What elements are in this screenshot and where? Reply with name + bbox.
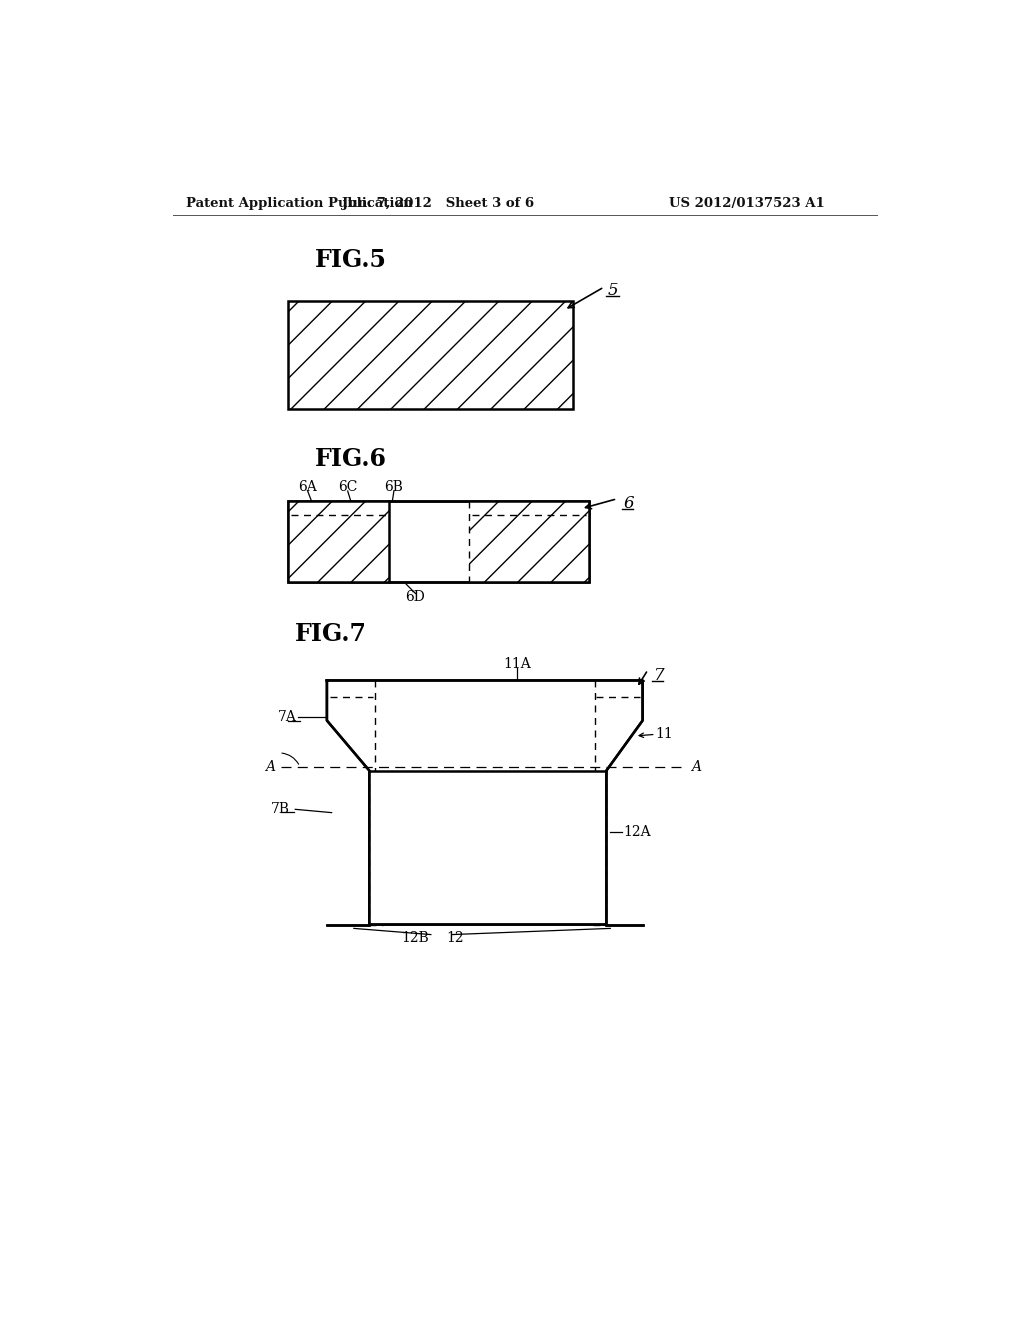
- Text: Patent Application Publication: Patent Application Publication: [186, 197, 413, 210]
- Bar: [289, 502, 589, 582]
- Text: FIG.7: FIG.7: [295, 622, 367, 647]
- Polygon shape: [327, 721, 375, 771]
- Text: 7B: 7B: [271, 803, 290, 816]
- Text: 12A: 12A: [624, 825, 651, 840]
- Text: FIG.5: FIG.5: [315, 248, 387, 272]
- Text: 5: 5: [608, 282, 618, 300]
- Text: 7: 7: [654, 668, 665, 684]
- Text: 11A: 11A: [503, 656, 531, 671]
- Text: 6: 6: [624, 495, 634, 512]
- Polygon shape: [595, 721, 643, 771]
- Bar: [469, 502, 589, 582]
- Text: A: A: [265, 760, 275, 774]
- Text: 11: 11: [655, 727, 674, 742]
- Text: 6B: 6B: [384, 480, 403, 494]
- Text: 6C: 6C: [338, 480, 357, 494]
- Text: A: A: [691, 760, 701, 774]
- Text: US 2012/0137523 A1: US 2012/0137523 A1: [669, 197, 824, 210]
- Polygon shape: [595, 681, 643, 721]
- Bar: [289, 502, 589, 582]
- Text: 12: 12: [446, 931, 464, 945]
- Text: 12B: 12B: [401, 931, 429, 945]
- Bar: [289, 301, 573, 409]
- Text: Jun. 7, 2012   Sheet 3 of 6: Jun. 7, 2012 Sheet 3 of 6: [342, 197, 535, 210]
- Polygon shape: [327, 681, 375, 721]
- Text: 7A: 7A: [278, 710, 297, 725]
- Text: FIG.6: FIG.6: [315, 446, 387, 471]
- Text: 6D: 6D: [406, 590, 425, 605]
- Text: 6A: 6A: [298, 480, 317, 494]
- Bar: [289, 502, 388, 582]
